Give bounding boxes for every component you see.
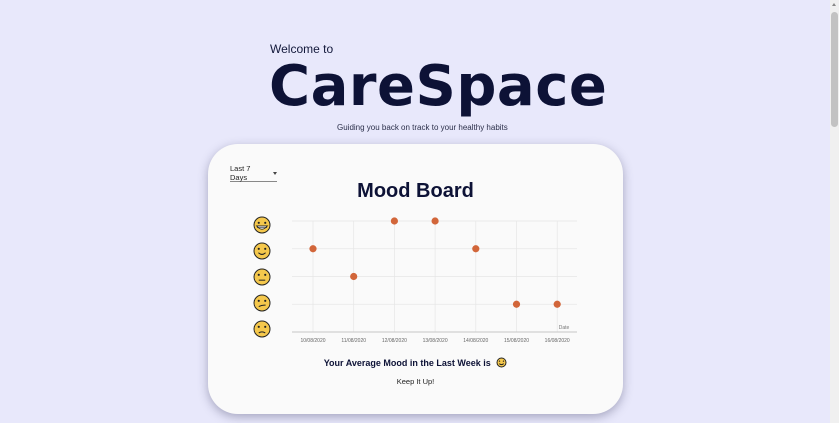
data-point — [390, 217, 398, 225]
mood-chart: Date 10/08/2020 11/08/2020 12/08/2020 13/08/… — [292, 217, 577, 344]
tagline: Guiding you back on track to your health… — [337, 123, 508, 132]
average-mood-label: Your Average Mood in the Last Week is — [323, 357, 491, 368]
grinning-face-icon — [253, 216, 271, 234]
board-title: Mood Board — [357, 180, 474, 202]
welcome-text: Welcome to — [270, 42, 334, 56]
data-point — [472, 245, 480, 253]
x-axis-label: Date — [559, 325, 570, 331]
scrollbar-thumb[interactable] — [831, 12, 838, 127]
x-tick-label: 10/08/2020 — [300, 338, 325, 344]
data-point — [309, 245, 317, 253]
date-range-label: Last 7 Days — [230, 164, 251, 182]
mood-board-card: Last 7 Days Mood Board Date 10/08/2020 11/… — [208, 144, 623, 414]
data-point — [512, 300, 521, 308]
x-tick-label: 11/08/2020 — [341, 338, 366, 344]
data-point — [350, 272, 358, 281]
scrollbar[interactable] — [830, 0, 839, 423]
brand-title: CareSpace — [269, 54, 608, 119]
x-tick-label: 12/08/2020 — [382, 338, 407, 344]
scroll-up-icon[interactable] — [832, 3, 836, 6]
date-range-select[interactable]: Last 7 Days — [230, 164, 277, 182]
neutral-face-icon — [253, 268, 271, 286]
frowning-face-icon — [253, 320, 271, 338]
encouragement-text: Keep It Up! — [396, 377, 435, 386]
mood-scale — [253, 216, 271, 346]
x-tick-label: 15/08/2020 — [504, 338, 529, 344]
data-point — [553, 300, 561, 308]
chevron-down-icon — [273, 171, 277, 175]
average-mood-text: Your Average Mood in the Last Week is — [208, 357, 623, 370]
x-tick-label: 14/08/2020 — [463, 338, 488, 344]
average-mood-icon — [496, 357, 507, 370]
x-tick-label: 16/08/2020 — [545, 338, 570, 344]
data-point — [431, 217, 439, 225]
x-tick-label: 13/08/2020 — [423, 338, 448, 344]
confused-face-icon — [253, 294, 271, 312]
smiling-face-icon — [253, 242, 271, 260]
